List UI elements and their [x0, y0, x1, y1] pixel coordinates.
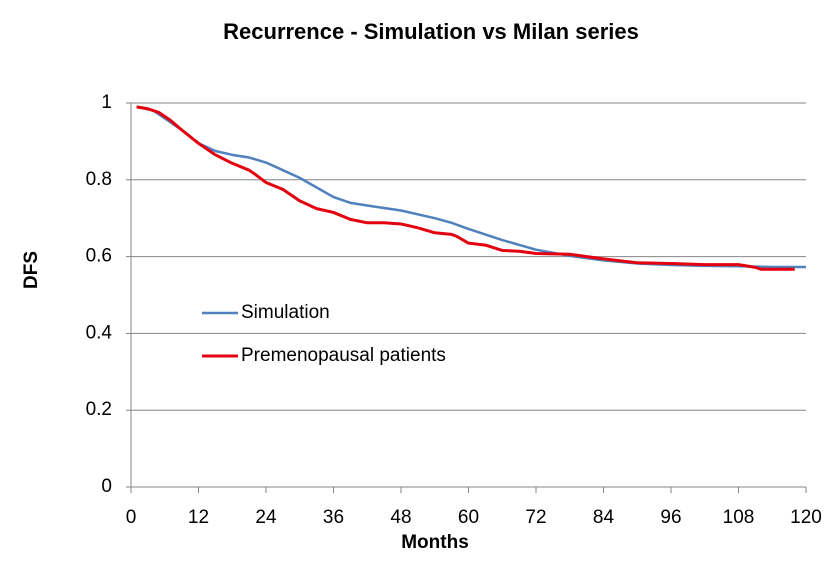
- x-axis-title: Months: [401, 532, 469, 553]
- y-tick-label: 1: [101, 92, 112, 113]
- legend-label: Premenopausal patients: [241, 345, 446, 366]
- x-tick-label: 48: [390, 507, 411, 528]
- data-line: [136, 105, 795, 271]
- x-tick-label: 60: [458, 507, 479, 528]
- x-tick-label: 108: [723, 507, 755, 528]
- legend-label: Simulation: [241, 302, 330, 323]
- x-tick-label: 72: [525, 507, 546, 528]
- x-tick-label: 120: [790, 507, 822, 528]
- x-tick-label: 24: [255, 507, 277, 528]
- y-tick-label: 0: [101, 476, 112, 497]
- x-tick-label: 0: [126, 507, 137, 528]
- y-tick-label: 0.4: [86, 322, 113, 343]
- y-tick-label: 0.2: [86, 399, 112, 420]
- x-tick-label: 12: [188, 507, 209, 528]
- x-tick-label: 96: [660, 507, 681, 528]
- y-tick-label: 0.8: [86, 169, 112, 190]
- y-axis-title: DFS: [21, 251, 42, 289]
- x-tick-label: 84: [593, 507, 615, 528]
- y-tick-label: 0.6: [86, 246, 112, 267]
- x-tick-label: 36: [323, 507, 344, 528]
- chart-title: Recurrence - Simulation vs Milan series: [223, 19, 639, 44]
